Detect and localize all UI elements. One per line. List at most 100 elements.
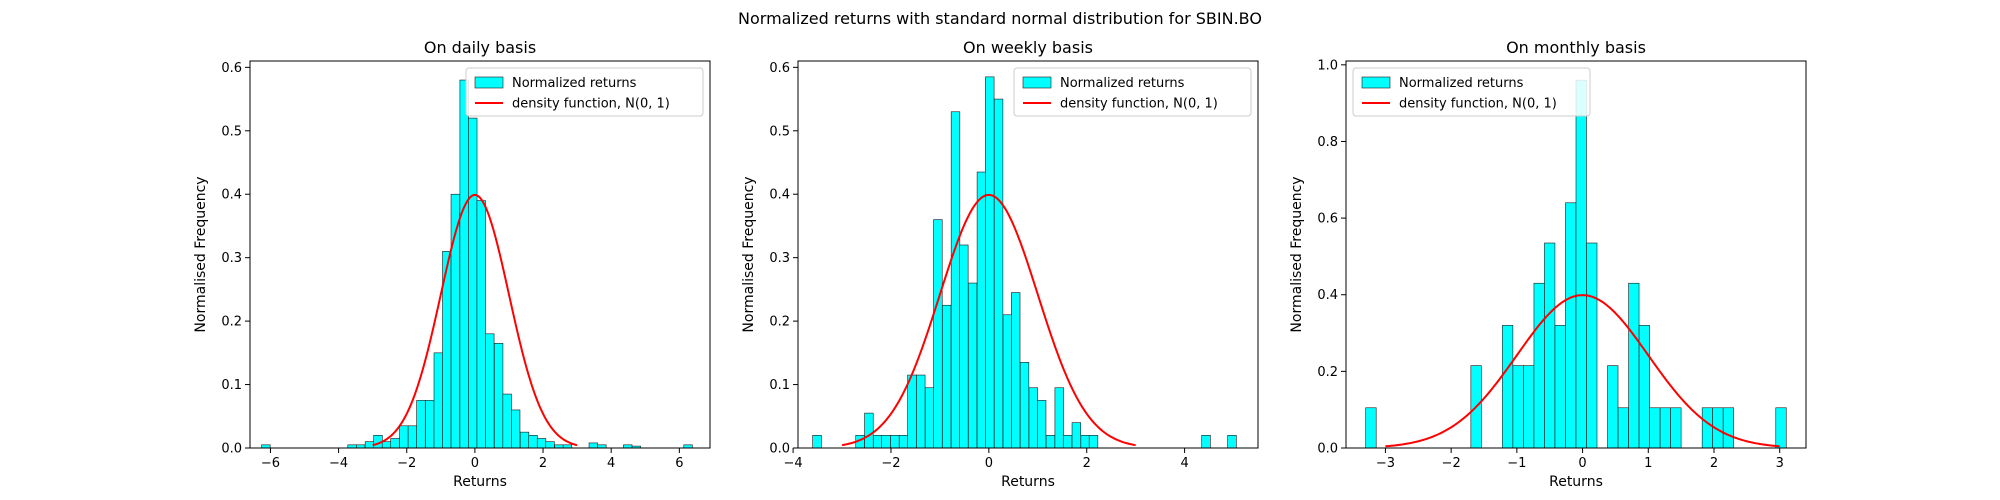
histogram-bar (519, 431, 530, 449)
histogram-bar (924, 387, 935, 449)
histogram-bar (364, 441, 375, 449)
legend-box (1013, 67, 1252, 117)
chart-panel-3: On monthly basis−3 −2 −1 0 1 2 3Returns0.00.20… (1289, 38, 1807, 490)
plot-frame (249, 60, 711, 449)
histogram-bar (511, 409, 521, 449)
histogram-bar (916, 374, 926, 449)
legend-swatch-bars (474, 76, 504, 89)
y-axis: 0.0 0.1 0.2 0.3 0.4 0.5 0.6 Normalised Frequenc… (741, 61, 798, 457)
histogram-bar (942, 304, 952, 449)
y-tick-label: 0.4 (769, 188, 790, 203)
plot-frame (1345, 60, 1807, 449)
legend-box (465, 67, 704, 117)
legend-label-curve: density function, N(0, 1) (512, 97, 670, 112)
histogram-bar (545, 441, 555, 449)
histogram-bar (399, 425, 409, 449)
y-tick-label: 0.1 (221, 378, 242, 393)
y-tick-label: 0.3 (769, 251, 790, 266)
y-tick-label: 0.4 (221, 188, 242, 203)
histogram-bar (1002, 314, 1013, 449)
histogram-bar (1045, 435, 1056, 449)
y-tick-label: 0.2 (1317, 365, 1338, 380)
x-tick-label: 2 (1083, 456, 1091, 471)
histogram-bar (1670, 407, 1682, 449)
histogram-bar (993, 98, 1004, 449)
y-axis-label: Normalised Frequency (1289, 176, 1305, 332)
histogram-bar (907, 374, 917, 449)
histogram-bar (1722, 407, 1734, 449)
histogram-bar (459, 79, 469, 449)
histogram-bar (1071, 422, 1082, 449)
x-tick-label: 6 (675, 456, 683, 471)
y-tick-label: 0.3 (221, 251, 242, 266)
histogram-bar (1544, 242, 1556, 449)
x-tick-label: 3 (1776, 456, 1784, 471)
x-axis-label: Returns (453, 474, 507, 490)
chart-title: On weekly basis (963, 38, 1093, 57)
legend: Normalized returns density function, N(0,… (1013, 67, 1252, 117)
histogram-bar (476, 200, 486, 449)
legend-label-bars: Normalized returns (1399, 76, 1524, 91)
legend-label-curve: density function, N(0, 1) (1399, 97, 1557, 112)
histogram-bar (425, 400, 435, 449)
histogram-bar (1565, 202, 1577, 449)
histogram-bar (1088, 435, 1099, 449)
histogram-bar (967, 282, 978, 449)
histogram-bar (485, 333, 495, 449)
x-tick-label: 0 (471, 456, 479, 471)
histogram-bar (933, 219, 943, 449)
x-axis: −3 −2 −1 0 1 2 3 Returns (1376, 448, 1784, 490)
x-tick-label: 0 (985, 456, 993, 471)
density-curve (372, 193, 578, 447)
histogram-bar (407, 425, 418, 449)
histogram-bar (1649, 407, 1661, 449)
x-tick-label: −6 (261, 456, 280, 471)
histogram-bar (468, 117, 478, 449)
histogram-bar (588, 442, 598, 449)
legend: Normalized returns density function, N(0,… (1352, 67, 1591, 117)
x-tick-label: 2 (539, 456, 547, 471)
x-tick-label: 1 (1644, 456, 1652, 471)
x-axis: −6 −4 −2 0 2 4 6 Returns (261, 448, 683, 490)
y-axis-label: Normalised Frequency (193, 176, 209, 332)
histogram-bar (1036, 400, 1047, 449)
histogram-bar (881, 435, 891, 449)
y-tick-label: 0.5 (221, 124, 242, 139)
x-tick-label: −2 (881, 456, 900, 471)
histogram-bar (1607, 365, 1619, 449)
y-tick-label: 0.6 (1317, 212, 1338, 227)
histogram-bar (985, 76, 995, 449)
histogram-bar (390, 438, 400, 449)
x-tick-label: 0 (1578, 456, 1586, 471)
histogram-bar (416, 400, 426, 449)
chart-title: On monthly basis (1506, 38, 1646, 57)
histogram-bar (1554, 325, 1566, 449)
histogram-bar (528, 435, 538, 449)
y-tick-label: 0.2 (221, 315, 242, 330)
histogram-bar (1201, 435, 1211, 449)
legend: Normalized returns density function, N(0,… (465, 67, 704, 117)
y-tick-label: 0.0 (221, 442, 242, 457)
x-tick-label: −3 (1376, 456, 1395, 471)
histogram-bar (1659, 407, 1671, 449)
legend-swatch-bars (1361, 76, 1391, 89)
plot-frame (797, 60, 1259, 449)
histogram-bar (1028, 387, 1038, 449)
histogram-bar (898, 435, 909, 449)
x-tick-label: −2 (1442, 456, 1461, 471)
legend-box (1352, 67, 1591, 117)
figure-suptitle: Normalized returns with standard normal … (738, 9, 1262, 28)
x-axis-label: Returns (1549, 474, 1603, 490)
chart-title: On daily basis (424, 38, 536, 57)
x-tick-label: −4 (784, 456, 803, 471)
histogram-bar (536, 438, 547, 449)
histogram-bar (959, 244, 969, 449)
histogram-bar (433, 352, 443, 449)
histogram-bar (1502, 325, 1514, 449)
histogram-bar (1575, 79, 1587, 449)
histogram-bar (950, 111, 961, 449)
histogram-bar (890, 435, 900, 449)
chart-panel-1: On daily basis −6 −4 −2 0 2 4 6 Returns 0.0 0.1 0.2… (193, 38, 711, 490)
charts: On daily basis −6 −4 −2 0 2 4 6 Returns 0.0 0.1 0.2… (193, 38, 1807, 490)
density-curve (1385, 294, 1780, 448)
